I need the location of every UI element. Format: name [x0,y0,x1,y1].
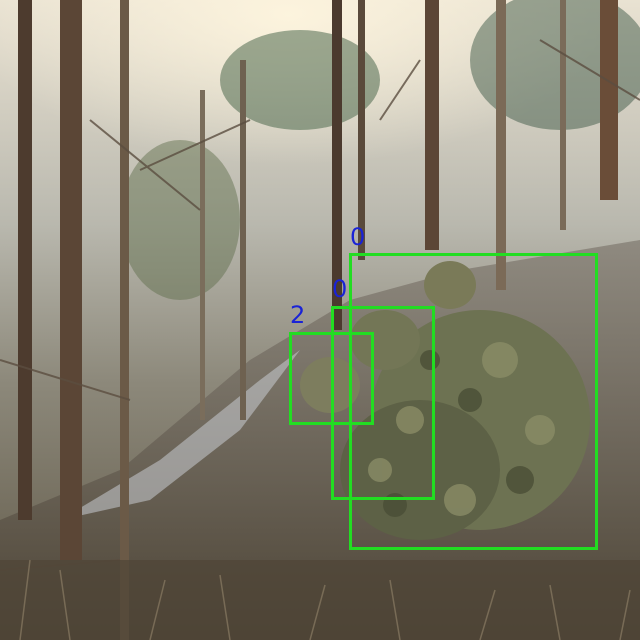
detection-box-2 [289,332,374,425]
detection-box-0-large [349,253,598,550]
detection-label-0-large: 0 [350,223,366,251]
detection-label-0-small: 0 [332,275,348,303]
detection-box-0-small [331,306,435,500]
detection-label-2: 2 [290,301,306,329]
